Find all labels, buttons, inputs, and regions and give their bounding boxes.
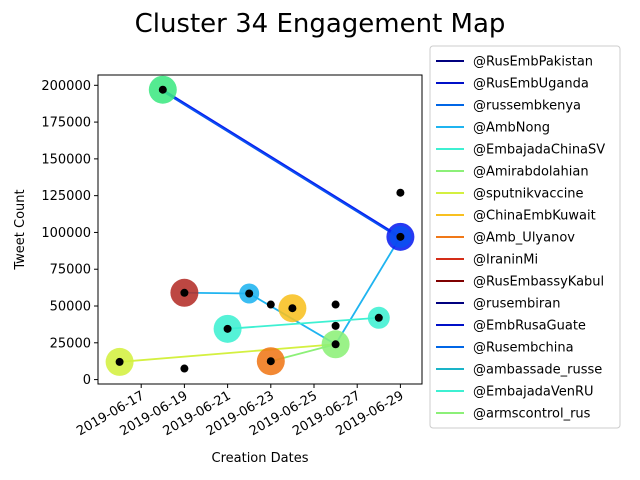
series-lines (119, 88, 402, 363)
data-points (115, 85, 405, 373)
data-point-12 (266, 357, 275, 366)
data-point-14 (180, 364, 189, 373)
legend-label-12: @EmbRusaGuate (473, 319, 586, 334)
data-point-5 (266, 300, 275, 309)
y-tick-label-5: 125000 (41, 189, 91, 204)
y-tick-label-4: 100000 (41, 226, 91, 241)
data-point-9 (331, 321, 340, 330)
y-tick-label-0: 0 (83, 373, 91, 388)
y-axis-ticks: 0 25000 50000 75000 100000 125000 150000 175000… (41, 79, 98, 388)
data-point-4 (245, 289, 254, 298)
data-point-10 (223, 324, 232, 333)
bubbles (105, 75, 415, 376)
legend-label-2: @russembkenya (473, 99, 581, 114)
series-line-0 (162, 88, 401, 238)
legend-label-10: @RusEmbassyKabul (473, 275, 604, 290)
data-point-1 (396, 188, 405, 197)
data-point-7 (288, 304, 297, 313)
data-point-6 (331, 300, 340, 309)
series-line-1 (162, 90, 401, 240)
legend-box (429, 45, 621, 429)
legend-label-6: @sputnikvaccine (473, 187, 584, 202)
legend-label-15: @EmbajadaVenRU (473, 385, 594, 400)
legend-label-7: @ChinaEmbKuwait (473, 209, 596, 224)
y-tick-label-8: 200000 (41, 79, 91, 94)
legend-label-14: @ambassade_russe (473, 363, 602, 378)
data-point-13 (115, 357, 124, 366)
y-tick-label-7: 175000 (41, 116, 91, 131)
legend-label-8: @Amb_Ulyanov (473, 231, 575, 246)
series-line-3 (227, 316, 379, 330)
legend: @RusEmbPakistan @RusEmbUganda @russembkeny… (429, 45, 621, 429)
data-point-3 (180, 288, 189, 297)
series-line-5 (119, 343, 336, 363)
legend-label-4: @EmbajadaChinaSV (473, 143, 605, 158)
legend-label-5: @Amirabdolahian (473, 165, 589, 180)
legend-label-1: @RusEmbUganda (473, 77, 589, 92)
y-tick-label-1: 25000 (50, 336, 91, 351)
legend-label-11: @rusembiran (473, 297, 560, 312)
chart-title: Cluster 34 Engagement Map (135, 9, 506, 39)
data-point-11 (331, 340, 340, 349)
y-axis-label: Tweet Count (13, 189, 28, 270)
legend-label-3: @AmbNong (473, 121, 550, 136)
plot-area-frame (97, 74, 423, 385)
y-tick-label-2: 50000 (50, 300, 91, 315)
data-point-0 (158, 85, 167, 94)
legend-label-13: @Rusembchina (473, 341, 574, 356)
y-tick-label-3: 75000 (50, 263, 91, 278)
data-point-2 (396, 232, 405, 241)
legend-label-16: @armscontrol_rus (473, 407, 591, 422)
x-axis-label: Creation Dates (212, 451, 309, 466)
y-tick-label-6: 150000 (41, 152, 91, 167)
legend-label-0: @RusEmbPakistan (473, 55, 593, 70)
x-axis-ticks: 2019-06-172019-06-192019-06-212019-06-23… (74, 384, 406, 439)
legend-label-9: @IraninMi (473, 253, 538, 268)
data-point-8 (374, 313, 383, 322)
